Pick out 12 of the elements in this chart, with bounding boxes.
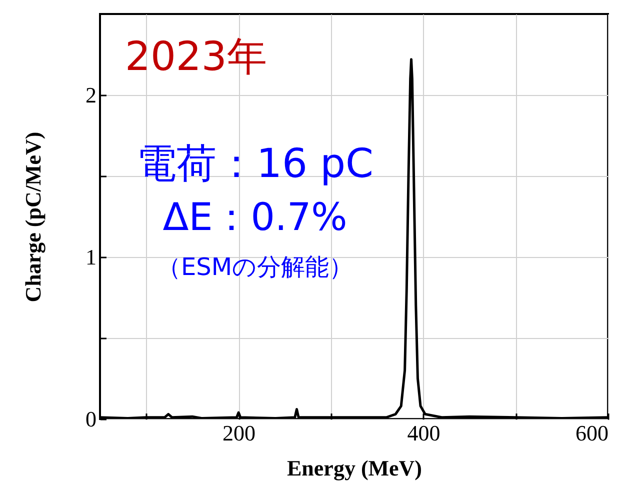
annotation: 2023年 [125, 34, 267, 80]
y-tick-label: 2 [86, 82, 96, 108]
x-tick-label: 200 [222, 420, 256, 446]
y-tick-label: 1 [86, 244, 96, 270]
annotation: （ESMの分解能） [156, 253, 354, 281]
annotation: 電荷：16 pC [136, 141, 374, 187]
y-tick-label: 0 [86, 406, 96, 432]
annotation: ΔE：0.7% [162, 195, 348, 239]
x-axis-title: Energy (MeV) [286, 456, 422, 480]
y-axis-title: Charge (pC/MeV) [20, 132, 46, 302]
x-tick-label: 600 [576, 420, 608, 446]
x-tick-label: 400 [407, 420, 440, 446]
